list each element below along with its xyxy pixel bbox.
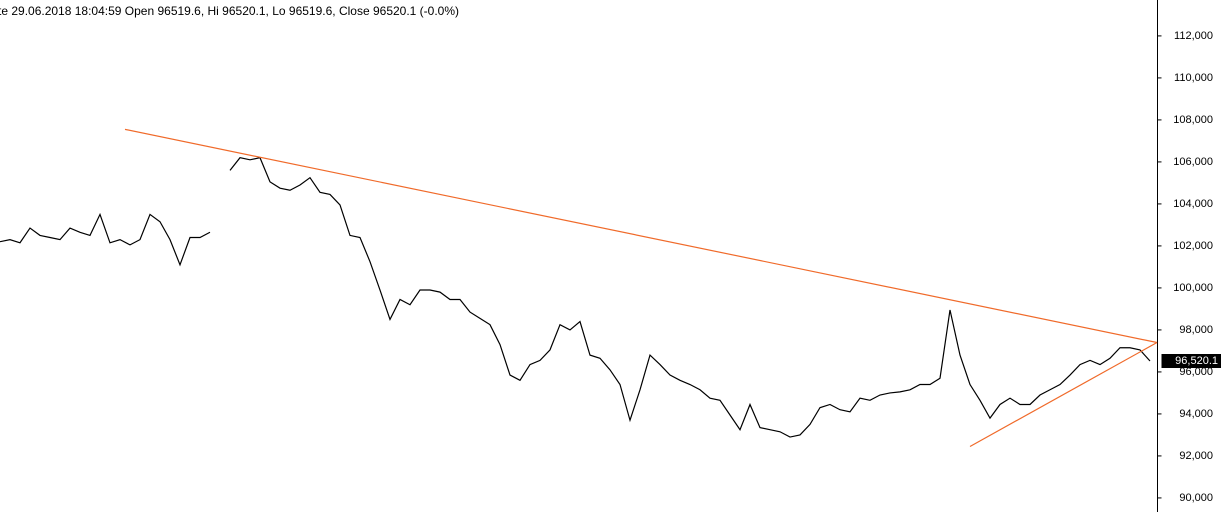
y-tick-label: 100,000 — [1173, 282, 1213, 294]
y-tick-label: 90,000 — [1179, 492, 1213, 504]
y-tick-label: 104,000 — [1173, 198, 1213, 210]
y-tick-label: 110,000 — [1174, 72, 1213, 84]
chart-title: te 29.06.2018 18:04:59 Open 96519.6, Hi … — [0, 4, 459, 18]
trendline — [969, 341, 1158, 448]
y-tick-label: 94,000 — [1179, 408, 1213, 420]
last-price-label: 96,520.1 — [1175, 355, 1218, 367]
y-tick-label: 96,000 — [1179, 366, 1213, 378]
last-price-box — [1161, 354, 1221, 369]
y-tick-label: 106,000 — [1173, 156, 1213, 168]
y-tick-label: 112,000 — [1174, 30, 1213, 42]
y-tick-label: 98,000 — [1179, 324, 1213, 336]
trendline — [124, 128, 1158, 344]
price-line — [0, 157, 1151, 438]
y-tick-label: 108,000 — [1173, 114, 1213, 126]
y-tick-label: 102,000 — [1173, 240, 1213, 252]
y-tick-label: 92,000 — [1179, 450, 1213, 462]
